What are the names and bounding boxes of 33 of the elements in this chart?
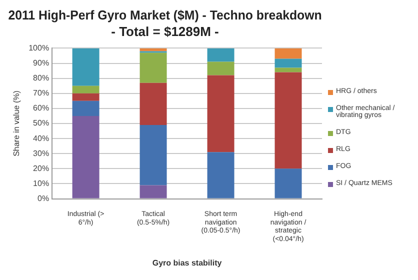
bar: [140, 52, 167, 83]
bar: [140, 185, 167, 198]
bar: [274, 72, 302, 169]
bar: [274, 58, 302, 68]
y-tick-label: 10%: [33, 178, 50, 188]
bar: [72, 116, 100, 198]
bar: [207, 152, 234, 198]
y-tick-label: 70%: [33, 88, 50, 98]
bar: [274, 48, 302, 59]
x-axis-title: Gyro bias stability: [152, 258, 222, 268]
bar: [72, 86, 100, 94]
y-tick-label: 80%: [33, 74, 50, 83]
bar: [274, 168, 302, 198]
y-axis-title: Share in value (%): [12, 90, 22, 156]
bar: [207, 75, 234, 152]
y-tick-label: 50%: [33, 118, 50, 128]
chart-title: 2011 High-Perf Gyro Market ($M) - Techno breakdown: [8, 8, 322, 22]
bar: [140, 125, 167, 186]
y-tick-label: 20%: [33, 164, 50, 173]
bar: [274, 68, 302, 72]
y-tick-label: 0%: [38, 194, 50, 204]
bar: [207, 62, 234, 76]
bar: [140, 82, 167, 126]
chart-subtitle: - Total = $1289M -: [111, 24, 219, 39]
y-tick-label: 60%: [33, 104, 50, 113]
bar: [72, 100, 100, 116]
bar: [72, 48, 100, 86]
y-tick-label: 30%: [33, 148, 50, 158]
y-tick-label: 100%: [28, 43, 50, 52]
bar: [207, 48, 234, 62]
y-tick-label: 90%: [33, 58, 50, 68]
bar: [72, 93, 100, 101]
y-tick-label: 40%: [33, 134, 50, 143]
